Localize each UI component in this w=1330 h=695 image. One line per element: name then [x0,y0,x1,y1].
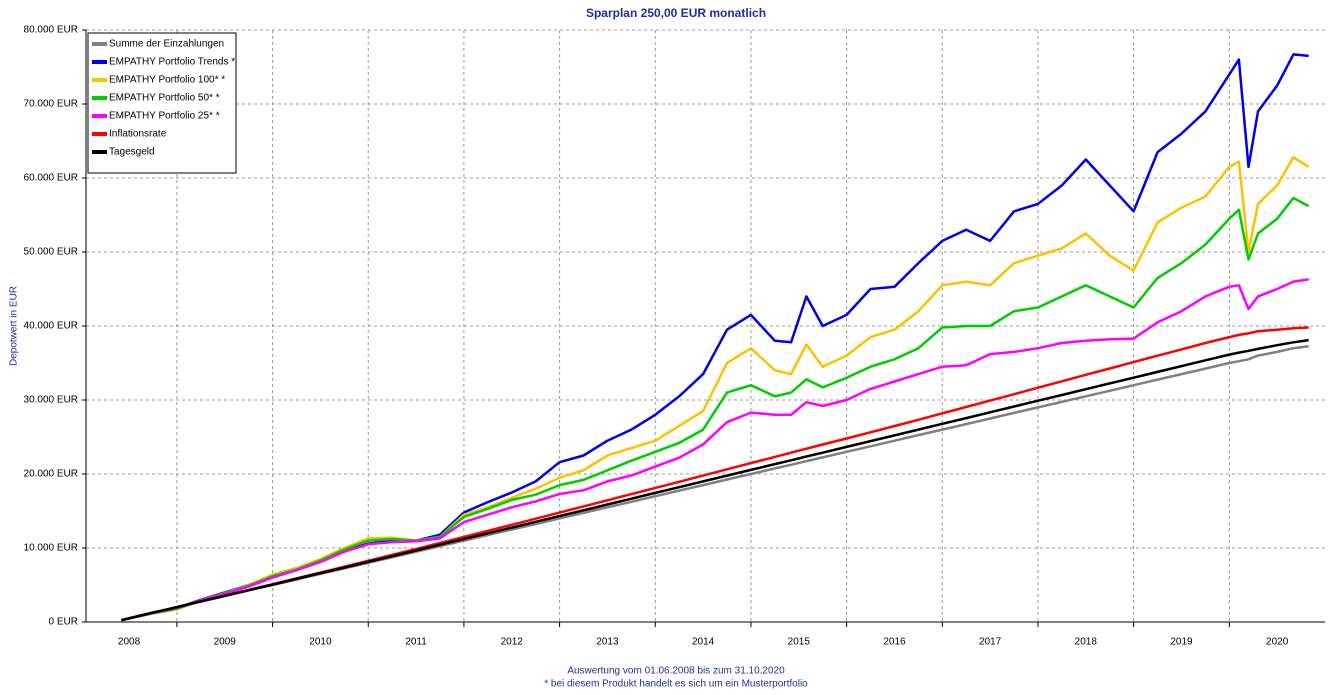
series-line [121,156,1310,622]
x-tick-label: 2008 [118,637,141,648]
legend-label: Tagesgeld [109,147,155,158]
legend-label: EMPATHY Portfolio 50* * [109,93,220,104]
legend-label: Summe der Einzahlungen [109,39,224,50]
x-tick-label: 2019 [1170,637,1193,648]
x-tick-label: 2017 [979,637,1002,648]
x-tick-label: 2011 [405,637,427,648]
x-tick-label: 2018 [1075,637,1098,648]
legend-box [87,32,237,174]
series-line [121,278,1309,622]
x-tick-label: 2014 [692,637,715,648]
y-tick-label: 10.000 EUR [24,543,78,554]
x-tick-label: 2020 [1266,637,1289,648]
x-tick-label: 2015 [788,637,811,648]
legend-label: EMPATHY Portfolio 25* * [109,111,220,122]
footnote: Auswertung vom 01.06.2008 bis zum 31.10.… [567,666,785,677]
series-line [121,338,1309,622]
y-tick-label: 40.000 EUR [24,321,78,332]
y-tick-label: 80.000 EUR [24,25,78,36]
series-line [121,196,1310,622]
footnote: * bei diesem Produkt handelt es sich um … [544,679,808,690]
x-tick-label: 2013 [596,637,619,648]
chart-title: Sparplan 250,00 EUR monatlich [586,6,766,20]
legend-label: EMPATHY Portfolio 100* * [109,75,225,86]
y-tick-label: 0 EUR [49,617,78,628]
y-axis-label: Depotwert in EUR [9,286,20,366]
x-tick-label: 2010 [309,637,332,648]
y-tick-label: 50.000 EUR [24,247,78,258]
y-tick-label: 60.000 EUR [24,173,78,184]
x-tick-label: 2016 [883,637,906,648]
y-tick-label: 30.000 EUR [24,395,78,406]
y-tick-label: 20.000 EUR [24,469,78,480]
y-tick-label: 70.000 EUR [24,99,78,110]
legend-label: Inflationsrate [109,129,167,140]
legend-label: EMPATHY Portfolio Trends * [109,57,235,68]
x-tick-label: 2012 [501,637,524,648]
x-tick-label: 2009 [214,637,237,648]
